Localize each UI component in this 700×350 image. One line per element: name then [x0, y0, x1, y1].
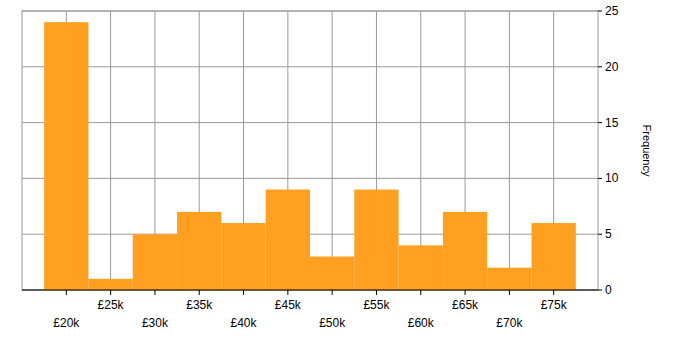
- y-grid-line: [22, 66, 598, 67]
- bar: [88, 279, 132, 290]
- bar: [133, 234, 177, 290]
- y-tick: [598, 234, 602, 235]
- bar: [487, 268, 531, 290]
- y-tick-label: 15: [605, 116, 619, 130]
- x-tick: [376, 290, 377, 295]
- chart: £20k £25k £30k £35k £40k £45k £50k £55k £60k £65k…: [0, 0, 700, 350]
- bar: [44, 22, 88, 290]
- y-tick-label: 20: [605, 60, 619, 74]
- bars: [44, 22, 576, 290]
- x-tick: [553, 290, 554, 295]
- x-tick: [243, 290, 244, 295]
- y-tick: [598, 66, 602, 67]
- x-grid-line: [332, 11, 333, 290]
- y-grid-line: [22, 122, 598, 123]
- x-tick-label: £25k: [98, 298, 125, 312]
- bar: [177, 212, 221, 290]
- x-tick-label: £50k: [319, 316, 346, 330]
- y-tick: [598, 178, 602, 179]
- x-tick-label: £40k: [231, 316, 258, 330]
- x-tick-label: £45k: [275, 298, 302, 312]
- x-tick: [199, 290, 200, 295]
- bar: [443, 212, 487, 290]
- x-tick-label: £55k: [363, 298, 390, 312]
- y-grid-line: [22, 178, 598, 179]
- x-tick-label: £30k: [142, 316, 169, 330]
- y-tick: [598, 290, 602, 291]
- x-tick-label: £70k: [496, 316, 523, 330]
- x-axis-line: [22, 290, 598, 291]
- x-grid-line: [110, 11, 111, 290]
- x-tick: [509, 290, 510, 295]
- x-grid-line: [509, 11, 510, 290]
- x-tick: [287, 290, 288, 295]
- y-tick-label: 10: [605, 171, 619, 185]
- x-tick-label: £75k: [541, 298, 568, 312]
- bar: [310, 257, 354, 290]
- x-tick-label: £35k: [186, 298, 213, 312]
- x-tick: [420, 290, 421, 295]
- bar: [399, 245, 443, 290]
- x-tick: [465, 290, 466, 295]
- x-tick-label: £20k: [53, 316, 80, 330]
- bar: [532, 223, 576, 290]
- y-grid-line: [22, 290, 598, 291]
- y-tick-label: 25: [605, 4, 619, 18]
- x-tick: [154, 290, 155, 295]
- bar: [266, 190, 310, 290]
- y-tick: [598, 11, 602, 12]
- x-tick: [332, 290, 333, 295]
- x-tick: [110, 290, 111, 295]
- bar: [221, 223, 265, 290]
- y-axis-label: Frequency: [641, 125, 653, 177]
- grid: [22, 11, 598, 290]
- x-tick-label: £60k: [408, 316, 435, 330]
- plot-frame: [22, 11, 598, 290]
- y-tick-label: 5: [605, 227, 612, 241]
- x-tick: [66, 290, 67, 295]
- y-tick: [598, 122, 602, 123]
- y-tick-label: 0: [605, 283, 612, 297]
- x-tick-label: £65k: [452, 298, 479, 312]
- bar: [354, 190, 398, 290]
